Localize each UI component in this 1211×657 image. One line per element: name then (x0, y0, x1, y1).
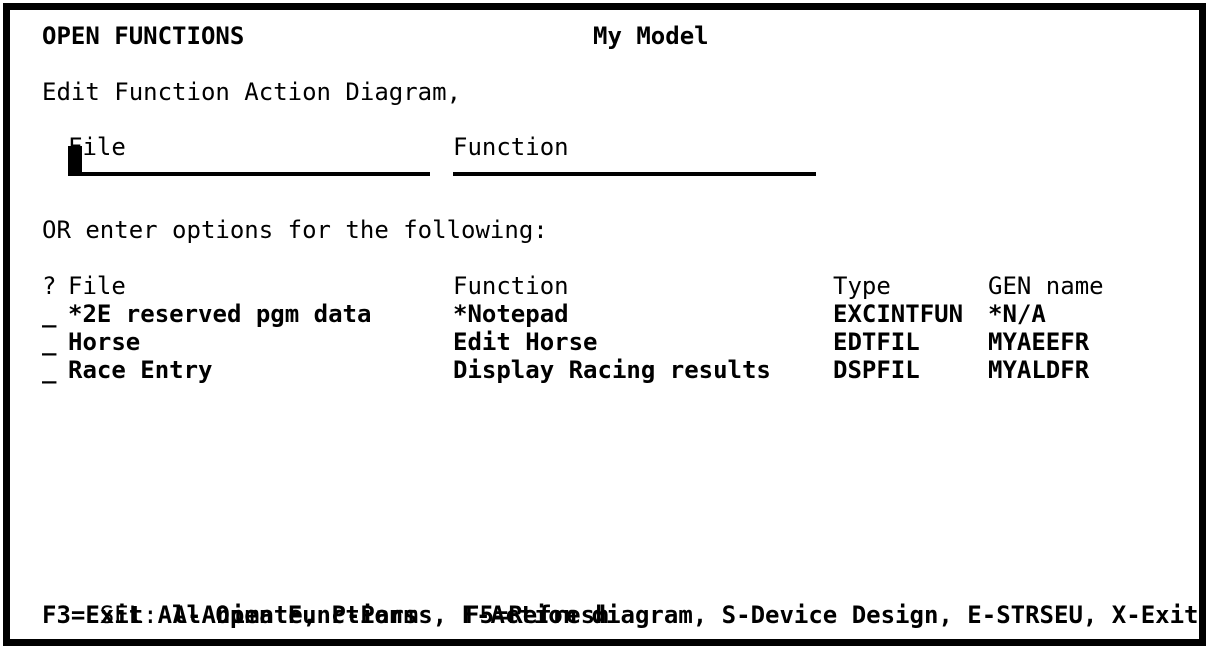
sel-options-line: SEL: A-Animate, P-Parms, F-Action diagram… (42, 573, 1199, 629)
function-input[interactable] (453, 146, 816, 176)
row-option-input[interactable]: _ (42, 356, 57, 384)
header-type: Type (833, 272, 891, 300)
sel-options-text: A-Animate, P-Parms, F-Action diagram, S-… (172, 601, 1199, 629)
cell-file: Race Entry (68, 356, 213, 384)
text-cursor (68, 146, 82, 172)
header-option: ? (42, 272, 57, 300)
header-function: Function (453, 272, 569, 300)
cell-type: EXCINTFUN (833, 300, 964, 328)
edit-function-prompt: Edit Function Action Diagram, (42, 78, 462, 106)
table-header: ? File Function Type GEN name (10, 272, 1199, 300)
cell-gen-name: *N/A (988, 300, 1046, 328)
cell-type: EDTFIL (833, 328, 920, 356)
page-title: OPEN FUNCTIONS (42, 22, 245, 50)
function-field-label: Function (453, 133, 569, 161)
cell-gen-name: MYAEEFR (988, 328, 1090, 356)
terminal-screen: OPEN FUNCTIONS My Model Edit Function Ac… (3, 3, 1206, 646)
cell-file: *2E reserved pgm data (68, 300, 372, 328)
cell-function: Display Racing results (453, 356, 771, 384)
table-row: _ Horse Edit Horse EDTFIL MYAEEFR (10, 328, 1199, 356)
cell-function: Edit Horse (453, 328, 598, 356)
row-option-input[interactable]: _ (42, 328, 57, 356)
sel-prefix: SEL: (99, 601, 158, 629)
or-options-text: OR enter options for the following: (42, 216, 548, 244)
cell-type: DSPFIL (833, 356, 920, 384)
cell-function: *Notepad (453, 300, 569, 328)
model-name: My Model (593, 22, 709, 50)
cell-file: Horse (68, 328, 141, 356)
fkey-f3-label: F3=Exit All Open Functions (42, 601, 418, 629)
header-gen-name: GEN name (988, 272, 1104, 300)
table-row: _ *2E reserved pgm data *Notepad EXCINTF… (10, 300, 1199, 328)
file-input[interactable] (68, 146, 430, 176)
row-option-input[interactable]: _ (42, 300, 57, 328)
table-row: _ Race Entry Display Racing results DSPF… (10, 356, 1199, 384)
header-file: File (68, 272, 126, 300)
fkey-f5-label: F5=Refresh (465, 601, 610, 629)
cell-gen-name: MYALDFR (988, 356, 1090, 384)
